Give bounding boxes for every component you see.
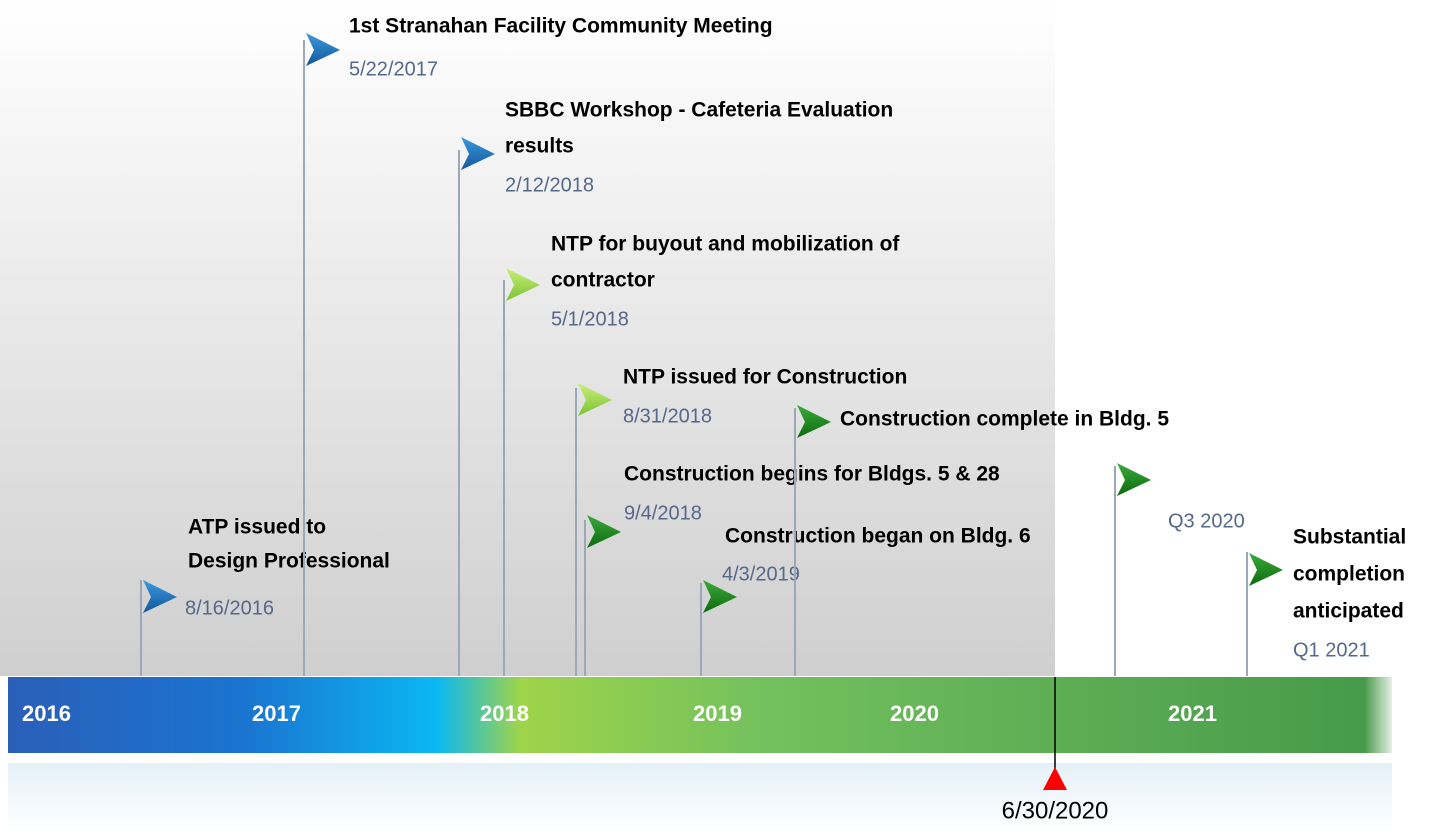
milestone-title: completion: [1293, 563, 1405, 586]
year-label: 2018: [480, 701, 529, 726]
milestone-title: ATP issued to: [188, 516, 326, 539]
year-label: 2019: [693, 701, 742, 726]
milestone-date: 2/12/2018: [505, 174, 594, 196]
milestone-title: NTP issued for Construction: [623, 366, 907, 389]
milestone-title: contractor: [551, 269, 655, 292]
marker-triangle: [1043, 767, 1067, 790]
milestone-title: Construction begins for Bldgs. 5 & 28: [624, 463, 1000, 486]
reflection: [8, 763, 1392, 833]
milestone-title: NTP for buyout and mobilization of: [551, 233, 900, 256]
year-label: 2021: [1168, 701, 1217, 726]
milestone-date: Q3 2020: [1168, 510, 1245, 532]
milestone-title: results: [505, 135, 574, 158]
marker-label: 6/30/2020: [1002, 797, 1109, 824]
timeline-bar: [8, 677, 1392, 753]
milestone-date: 5/22/2017: [349, 58, 438, 80]
flag: [506, 268, 540, 301]
flag: [1249, 553, 1283, 586]
year-label: 2017: [252, 701, 301, 726]
milestone-title: Design Professional: [188, 550, 390, 573]
flag: [306, 33, 340, 66]
background-panel: [0, 0, 1055, 676]
milestone-date: 8/16/2016: [185, 597, 274, 619]
flag: [587, 515, 621, 548]
milestone-title: Substantial: [1293, 526, 1406, 549]
flag: [797, 405, 831, 438]
year-label: 2016: [22, 701, 71, 726]
milestone-date: 5/1/2018: [551, 308, 629, 330]
milestone-date: 4/3/2019: [722, 563, 800, 585]
flag: [143, 580, 177, 613]
milestone-date: 8/31/2018: [623, 405, 712, 427]
year-label: 2020: [890, 701, 939, 726]
flag: [1117, 463, 1151, 496]
milestone-title: anticipated: [1293, 600, 1404, 623]
milestone-title: Construction complete in Bldg. 5: [840, 408, 1169, 431]
flag: [461, 137, 495, 170]
milestone-date: 9/4/2018: [624, 502, 702, 524]
milestone-title: Construction began on Bldg. 6: [725, 525, 1031, 548]
milestone-title: 1st Stranahan Facility Community Meeting: [349, 15, 773, 38]
milestone-date: Q1 2021: [1293, 639, 1370, 661]
flag: [703, 580, 737, 613]
milestone-title: SBBC Workshop - Cafeteria Evaluation: [505, 99, 893, 122]
flag: [578, 383, 612, 416]
